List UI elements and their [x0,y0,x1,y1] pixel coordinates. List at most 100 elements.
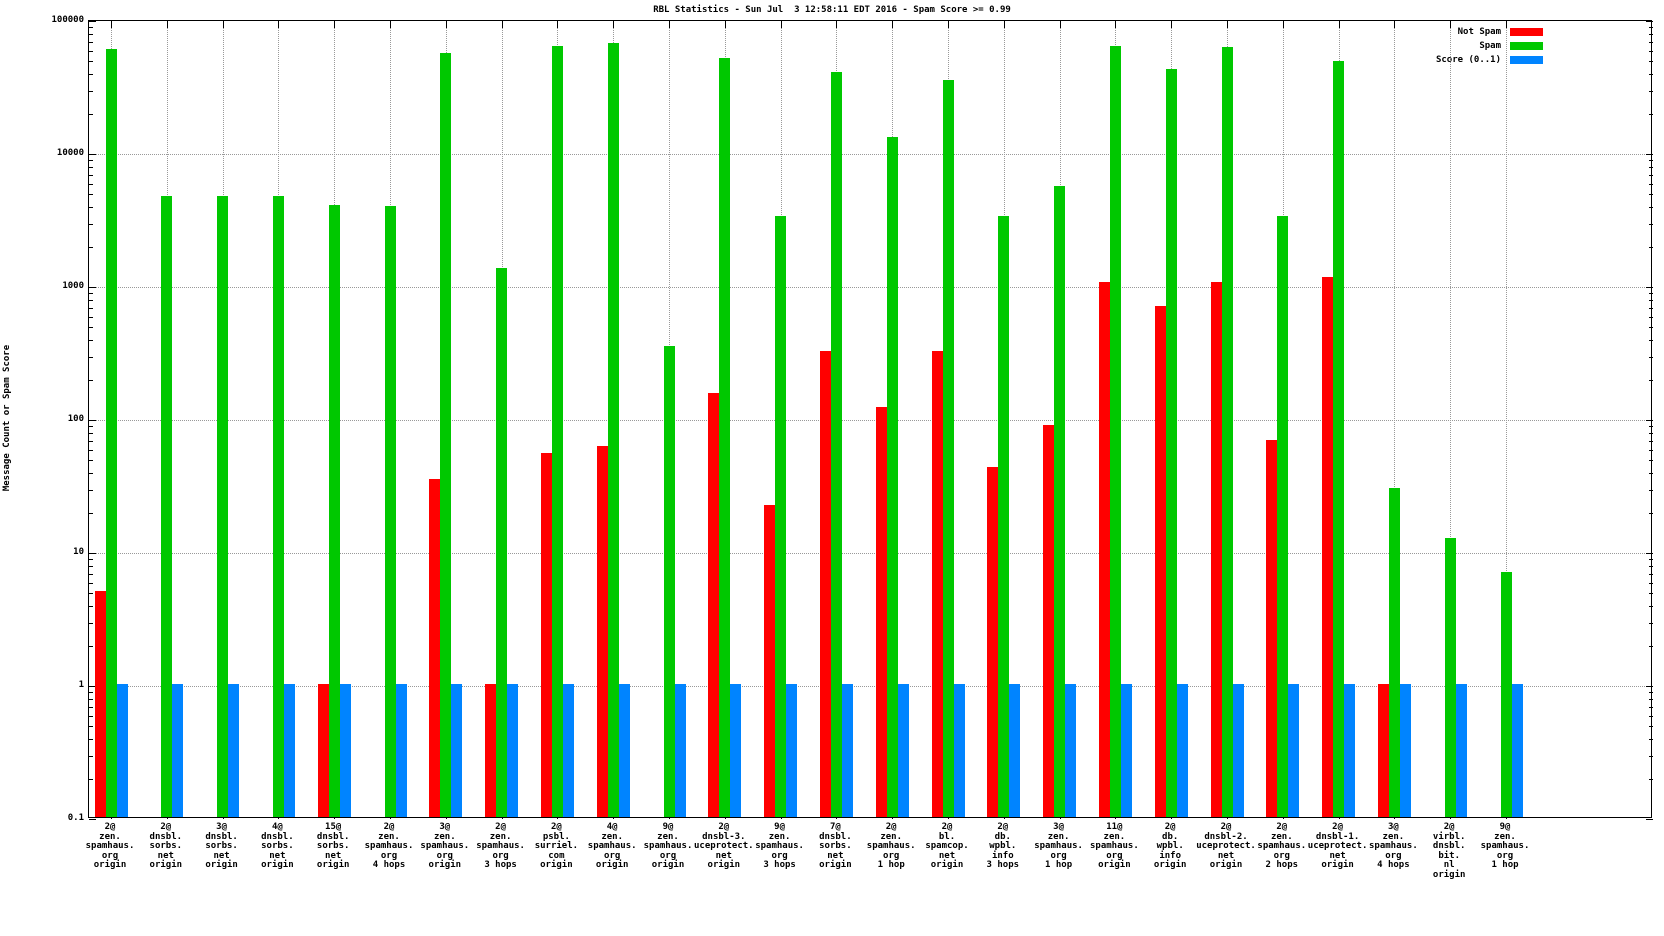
grid-line-vertical [1394,21,1396,817]
bar-not-spam [819,350,831,817]
bar-score [1120,684,1132,817]
x-tick-label: 4@ dnsbl. sorbs. net origin [261,822,294,870]
x-tick-label: 2@ db. wpbl. info origin [1153,822,1187,870]
legend-swatch [1510,56,1543,64]
x-tick-mark [390,21,391,28]
grid-line-horizontal [89,686,1651,687]
x-tick-mark [1450,21,1452,28]
x-tick-mark [1506,21,1507,28]
bar-spam [886,136,898,817]
y-minor-tick [1649,715,1653,717]
bar-not-spam [1210,281,1222,817]
bar-score [1232,684,1244,817]
y-minor-tick [89,489,93,491]
bar-spam [998,216,1010,817]
y-minor-tick [1649,299,1653,301]
y-minor-tick [1649,339,1653,341]
bar-not-spam [764,505,776,817]
bar-spam [1444,538,1456,817]
bar-not-spam [596,445,608,817]
x-tick-mark [557,21,559,28]
y-minor-tick [89,715,93,717]
y-minor-tick [1649,113,1653,115]
y-minor-tick [89,778,93,780]
bar-spam [607,43,619,817]
y-minor-tick [89,755,93,757]
y-minor-tick [1649,174,1653,176]
bar-spam [272,195,284,817]
legend-swatch [1510,42,1543,50]
y-major-tick [89,287,96,288]
bar-score [451,684,463,817]
x-tick-mark [892,21,894,28]
y-tick-label: 0.1 [67,813,84,823]
bar-spam [161,195,173,817]
x-tick-label: 9@ zen. spamhaus. org 1 hop [1480,822,1530,870]
y-minor-tick [89,426,93,428]
x-tick-mark [1003,21,1005,28]
x-tick-label: 11@ zen. spamhaus. org origin [1090,822,1139,870]
x-tick-mark [1394,21,1396,28]
y-major-tick [1646,553,1653,554]
y-minor-tick [89,379,93,381]
x-tick-label: 2@ psbl. surriel. com origin [534,822,579,870]
y-minor-tick [1649,489,1653,491]
y-minor-tick [89,307,93,309]
y-minor-tick [89,166,93,168]
y-major-tick [1646,154,1653,155]
bar-not-spam [1377,684,1389,817]
legend-label: Spam [1479,41,1501,51]
y-tick-label: 100 [67,414,84,424]
y-minor-tick [89,605,93,607]
x-tick-mark [1115,21,1117,28]
bar-spam [1109,45,1121,817]
bar-score [562,684,574,817]
y-minor-tick [1649,645,1653,647]
chart-title: RBL Statistics - Sun Jul 3 12:58:11 EDT … [653,5,1011,15]
bar-spam [496,267,508,817]
bar-not-spam [1322,276,1334,817]
y-minor-tick [1649,61,1653,63]
bar-spam [1165,69,1177,817]
x-tick-label: 3@ zen. spamhaus. org 1 hop [1034,822,1083,870]
x-tick-label: 3@ zen. spamhaus. org 4 hops [1369,822,1418,870]
x-tick-mark [222,21,224,28]
x-tick-label: 2@ dnsbl-2. uceprotect. net origin [1196,822,1256,870]
y-minor-tick [89,582,93,584]
y-minor-tick [1649,50,1653,52]
y-minor-tick [89,692,93,694]
bar-not-spam [931,350,943,817]
y-minor-tick [1649,223,1653,225]
x-tick-label: 2@ zen. spamhaus. org 3 hops [476,822,525,870]
x-tick-label: 2@ zen. spamhaus. org 1 hop [866,822,916,870]
x-tick-mark [1171,21,1173,28]
y-minor-tick [89,472,93,474]
bar-spam [663,345,675,817]
y-major-tick [89,21,96,22]
grid-line-horizontal [89,154,1651,155]
y-minor-tick [1649,755,1653,757]
y-minor-tick [89,565,93,567]
y-minor-tick [89,706,93,708]
y-minor-tick [1649,440,1653,442]
bar-score [1511,684,1523,817]
y-minor-tick [1649,41,1653,43]
bar-score [283,684,295,817]
bar-not-spam [94,591,106,817]
legend-label: Score (0..1) [1435,55,1501,65]
y-minor-tick [1649,449,1653,451]
y-minor-tick [89,622,93,624]
y-minor-tick [1649,559,1653,561]
y-minor-tick [1649,573,1653,575]
y-tick-label: 10 [73,547,84,557]
bar-spam [1277,216,1289,817]
x-tick-mark [445,21,447,28]
bar-spam [1221,46,1233,817]
y-minor-tick [89,593,93,595]
bar-not-spam [1154,305,1166,817]
y-minor-tick [89,183,93,185]
y-minor-tick [89,512,93,514]
x-tick-mark [278,21,280,28]
y-minor-tick [1649,582,1653,584]
y-minor-tick [1649,307,1653,309]
